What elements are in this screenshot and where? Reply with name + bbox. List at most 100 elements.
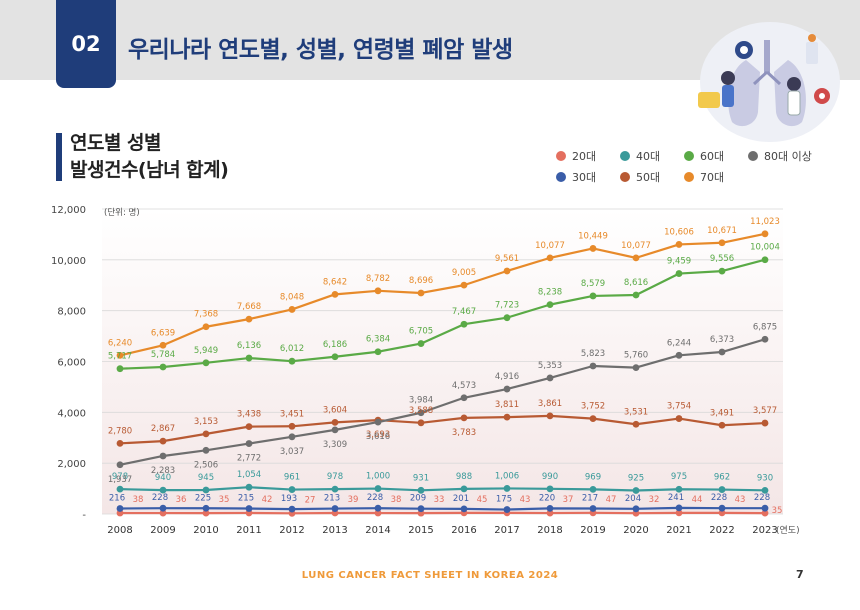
- data-point: [288, 486, 296, 493]
- data-point: [374, 418, 382, 426]
- footer-text: LUNG CANCER FACT SHEET IN KOREA 2024: [301, 570, 559, 581]
- data-point: [718, 267, 726, 275]
- data-point: [245, 423, 253, 431]
- y-tick-label: 8,000: [57, 307, 86, 318]
- data-point: [331, 505, 339, 512]
- data-point: [589, 505, 597, 512]
- data-label: 3,491: [710, 408, 734, 418]
- data-point: [116, 461, 124, 469]
- data-point: [675, 504, 683, 512]
- data-label: 3,783: [452, 428, 476, 438]
- data-point: [245, 315, 253, 323]
- data-label: 2,772: [237, 454, 261, 464]
- legend-marker: [556, 151, 566, 161]
- data-label: 11,023: [750, 217, 780, 227]
- data-label: 225: [195, 493, 211, 503]
- y-tick-label: -: [82, 510, 86, 521]
- data-label: 8,238: [538, 288, 562, 298]
- data-label: 6,373: [710, 335, 734, 345]
- data-label: 35: [772, 506, 783, 516]
- data-label: 3,153: [194, 417, 218, 427]
- data-point: [675, 270, 683, 277]
- data-point: [202, 486, 210, 494]
- series-line: [119, 232, 766, 357]
- series-line: [119, 486, 766, 492]
- data-label: 6,240: [108, 338, 132, 348]
- data-label: 8,642: [323, 277, 347, 287]
- chapter-number: 02: [56, 0, 116, 88]
- data-label: 5,949: [194, 346, 218, 356]
- y-tick-label: 6,000: [57, 358, 86, 369]
- data-point: [546, 412, 554, 420]
- data-label: 6,875: [753, 322, 777, 332]
- data-label: 27: [305, 495, 316, 505]
- data-point: [675, 351, 683, 359]
- data-label: 32: [649, 495, 660, 505]
- data-label: 7,368: [194, 310, 218, 320]
- data-label: 3,752: [581, 402, 605, 412]
- legend-item: 70대: [684, 169, 724, 185]
- data-point: [245, 440, 253, 447]
- x-tick-label: 2023: [752, 525, 777, 536]
- data-label: 940: [155, 473, 171, 483]
- data-label: 3,309: [323, 440, 347, 450]
- data-point: [202, 446, 210, 454]
- series-line: [119, 414, 766, 445]
- data-point: [460, 485, 468, 493]
- page-title: 우리나라 연도별, 성별, 연령별 폐암 발생: [128, 37, 513, 63]
- x-tick-label: 2008: [107, 525, 132, 536]
- line-chart: - 2,000 4,000 6,000 8,000 10,000 12,000 (단위: 명)…: [51, 205, 800, 536]
- data-point: [589, 415, 597, 423]
- unit-label: (단위: 명): [104, 207, 140, 218]
- data-point: [589, 292, 597, 300]
- data-label: 43: [520, 495, 531, 505]
- legend-label: 30대: [572, 171, 597, 184]
- data-point: [761, 230, 769, 238]
- data-label: 3,531: [624, 407, 648, 417]
- data-label: 8,579: [581, 279, 605, 289]
- data-point: [503, 314, 511, 322]
- data-label: 9,459: [667, 257, 691, 267]
- data-point: [761, 486, 769, 494]
- data-point: [632, 364, 640, 371]
- data-point: [546, 485, 554, 493]
- data-label: 2,780: [108, 426, 132, 436]
- data-point: [202, 504, 210, 512]
- data-point: [288, 433, 296, 441]
- data-label: 175: [496, 495, 512, 505]
- data-point: [159, 363, 167, 371]
- data-point: [718, 504, 726, 512]
- section-accent-bar: [56, 133, 62, 181]
- data-point: [718, 421, 726, 429]
- data-label: 10,077: [535, 241, 565, 251]
- data-point: [331, 418, 339, 426]
- data-point: [589, 362, 597, 370]
- data-label: 988: [456, 472, 472, 482]
- data-point: [589, 485, 597, 493]
- x-tick-label: 2010: [193, 525, 218, 536]
- data-label: 3,984: [409, 396, 433, 406]
- data-point: [546, 374, 554, 382]
- data-label: 228: [754, 493, 770, 503]
- data-label: 3,861: [538, 399, 562, 409]
- data-point: [116, 505, 124, 512]
- legend-label: 80대 이상: [764, 150, 812, 163]
- data-label: 1,006: [495, 471, 519, 481]
- data-point: [675, 509, 683, 517]
- data-point: [116, 485, 124, 493]
- data-point: [460, 281, 468, 289]
- data-point: [503, 413, 511, 421]
- data-label: 2,283: [151, 466, 175, 476]
- legend-item: 60대: [684, 148, 724, 164]
- data-point: [503, 385, 511, 393]
- data-point: [202, 509, 210, 517]
- data-label: 216: [109, 494, 125, 504]
- data-point: [245, 483, 253, 491]
- data-point: [288, 357, 296, 365]
- legend-label: 50대: [636, 171, 661, 184]
- data-label: 931: [413, 473, 429, 483]
- y-tick-label: 10,000: [51, 256, 86, 267]
- data-point: [374, 287, 382, 295]
- data-label: 209: [410, 494, 426, 504]
- data-label: 35: [219, 495, 230, 505]
